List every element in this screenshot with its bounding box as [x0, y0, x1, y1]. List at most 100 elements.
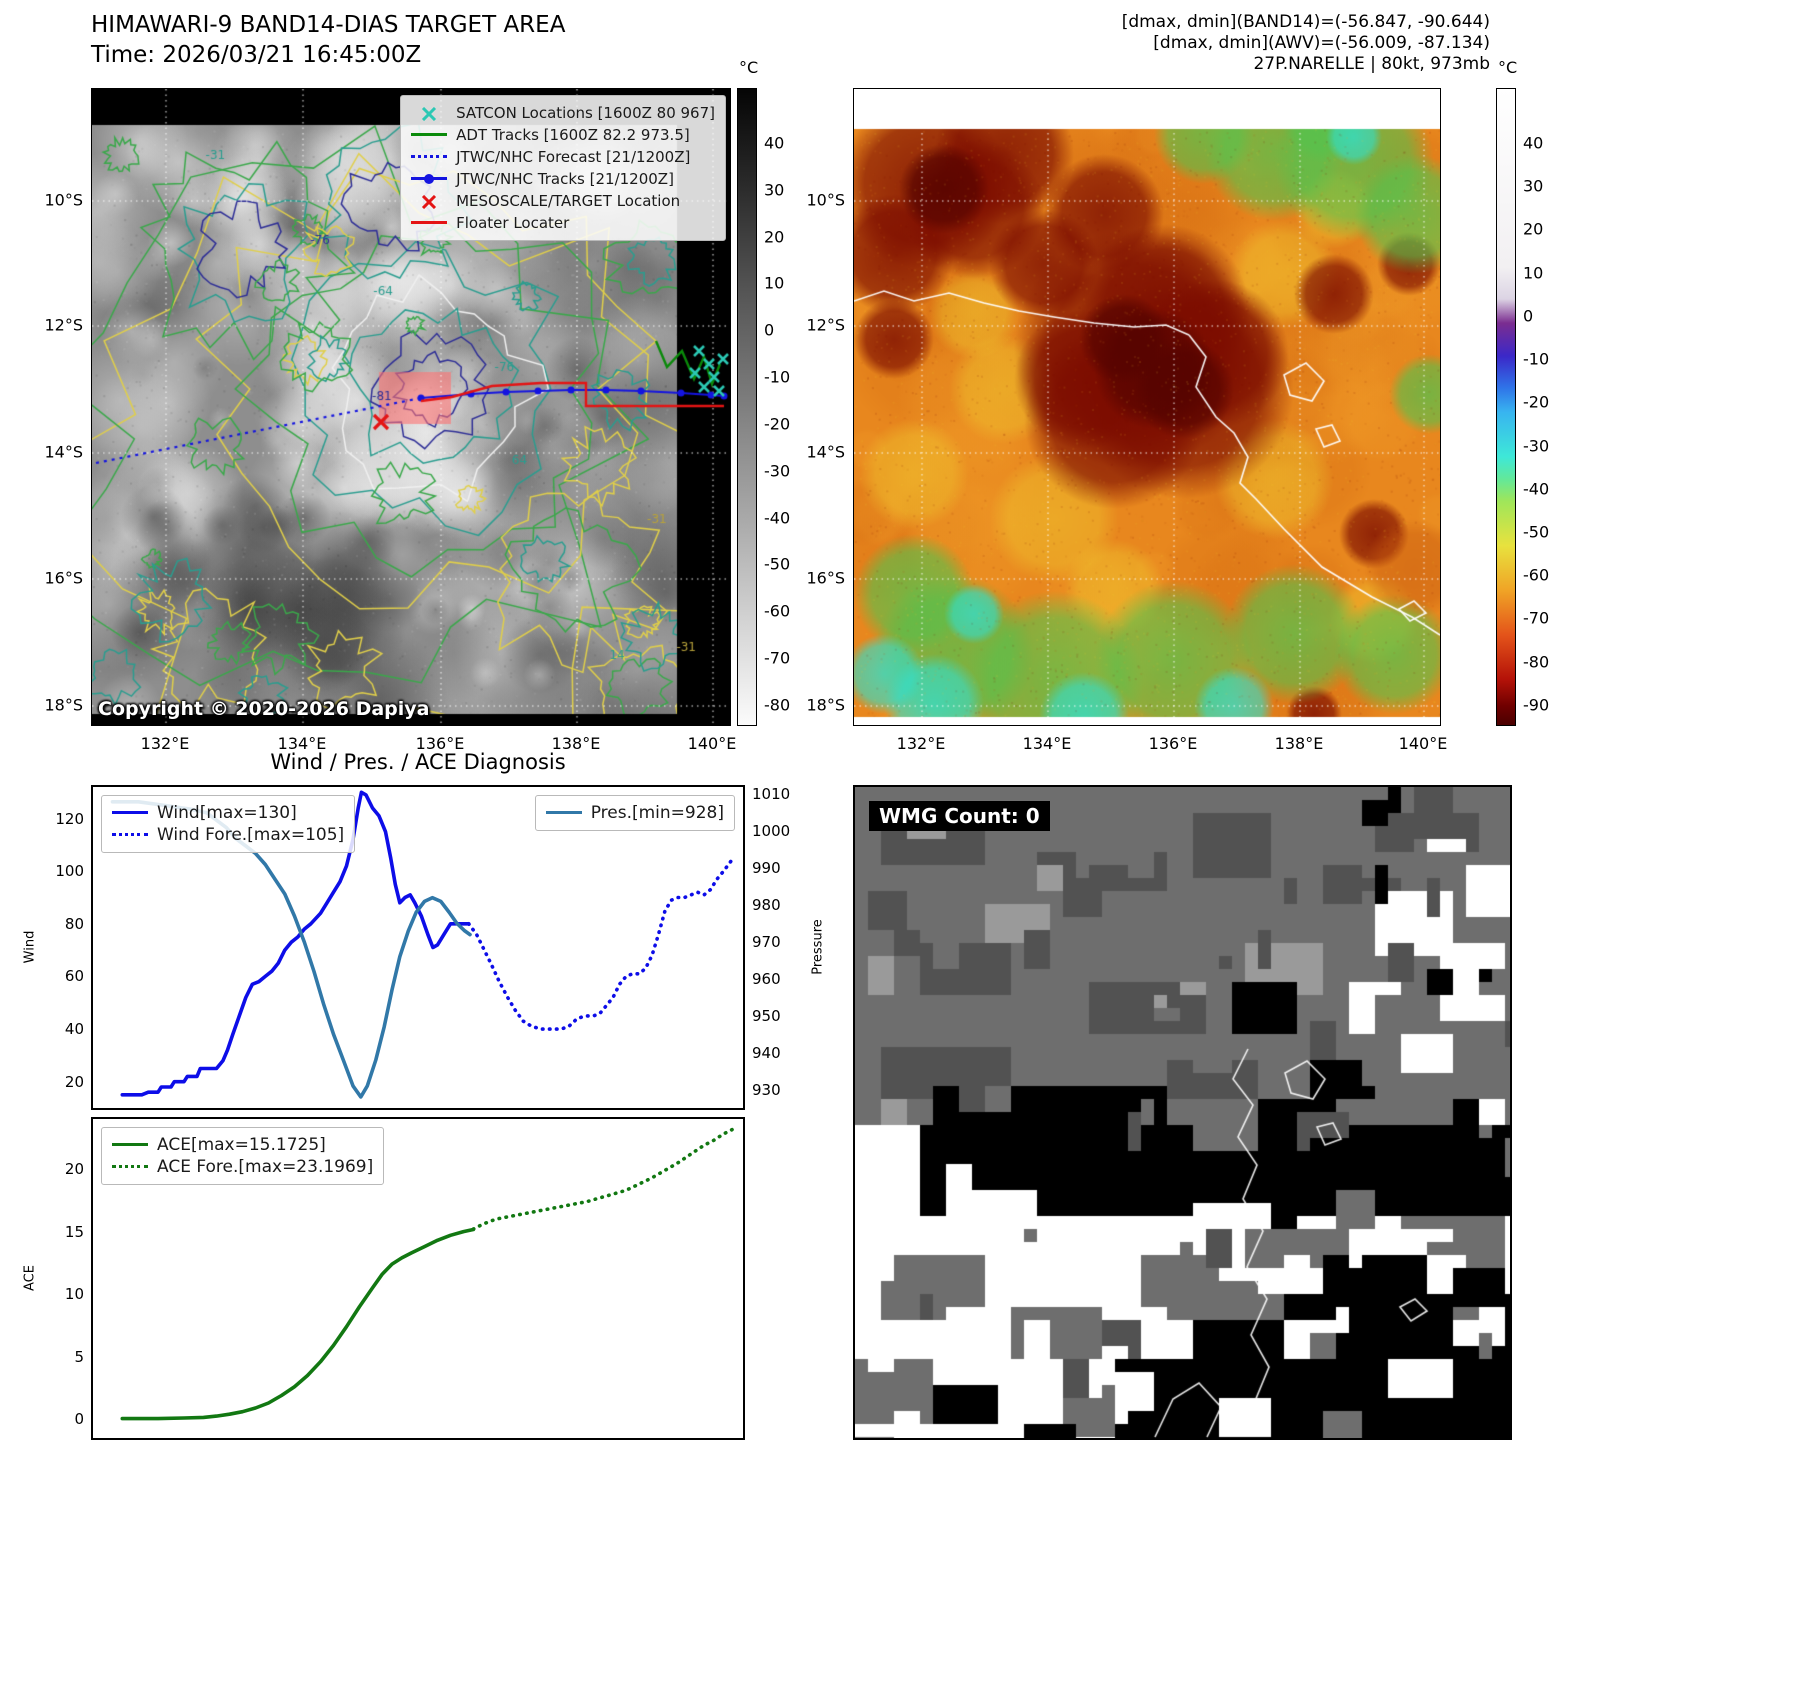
awv-colorbar-tick: -10 — [1523, 349, 1550, 369]
awv-y-tick: 14°S — [806, 442, 845, 462]
awv-colorbar-tick: 10 — [1523, 263, 1544, 283]
legend-label: ADT Tracks [1600Z 82.2 973.5] — [456, 126, 690, 144]
ace-axis-label: ACE — [22, 1265, 38, 1291]
legend-label: SATCON Locations [1600Z 80 967] — [456, 104, 715, 122]
awv-colorbar-tick: -60 — [1523, 565, 1550, 585]
awv-x-tick: 132°E — [896, 734, 946, 753]
pressure-y-tick: 980 — [752, 896, 781, 915]
solid-line-icon — [545, 806, 582, 820]
band14-colorbar-tick: 10 — [764, 273, 785, 293]
awv-map — [853, 88, 1441, 726]
legend-label: JTWC/NHC Forecast [21/1200Z] — [456, 148, 691, 166]
floater-line-icon — [411, 216, 448, 230]
series-ACE Fore.[max=23.1969] — [471, 1127, 736, 1231]
legend-entry: Pres.[min=928] — [545, 802, 724, 824]
legend-label: ACE Fore.[max=23.1969] — [157, 1157, 374, 1177]
awv-map-image — [854, 89, 1440, 725]
band14-colorbar — [737, 88, 757, 726]
band14-colorbar-tick: -20 — [764, 414, 791, 434]
awv-colorbar-tick: -50 — [1523, 522, 1550, 542]
band14-colorbar-tick: -30 — [764, 461, 791, 481]
satcon-x-icon — [411, 106, 447, 122]
legend-label: Wind Fore.[max=105] — [157, 825, 345, 845]
band14-colorbar-tick: -40 — [764, 508, 791, 527]
band14-colorbar-tick: 0 — [764, 320, 775, 340]
ace-y-tick: 15 — [64, 1222, 84, 1241]
band14-colorbar-tick: -10 — [764, 367, 791, 387]
diagnosis-title: Wind / Pres. / ACE Diagnosis — [270, 750, 566, 774]
band14-colorbar-tick: 30 — [764, 180, 785, 200]
legend-label: JTWC/NHC Tracks [21/1200Z] — [456, 170, 674, 188]
band14-colorbar-tick: -60 — [764, 601, 791, 621]
target-x-icon — [411, 194, 447, 210]
legend-entry: Wind[max=130] — [112, 802, 344, 824]
band14-x-tick: 138°E — [551, 734, 601, 753]
pressure-y-tick: 960 — [752, 969, 781, 988]
awv-colorbar-tick: -90 — [1523, 695, 1550, 715]
ace-plot — [120, 1127, 736, 1421]
awv-colorbar-tick: 0 — [1523, 306, 1534, 326]
series-ACE[max=15.1725] — [120, 1227, 476, 1421]
legend-entry: JTWC/NHC Forecast [21/1200Z] — [411, 146, 715, 168]
series-Wind Fore.[max=105] — [466, 856, 736, 1031]
wmg-count-badge: WMG Count: 0 — [869, 801, 1050, 831]
legend-entry: ACE Fore.[max=23.1969] — [112, 1156, 373, 1178]
band14-colorbar-tick: -70 — [764, 648, 791, 668]
dmax-awv-line: [dmax, dmin](AWV)=(-56.009, -87.134) — [1153, 33, 1490, 53]
dotted-line-icon — [112, 828, 148, 842]
legend-label: MESOSCALE/TARGET Location — [456, 192, 681, 210]
band14-x-tick: 134°E — [277, 734, 327, 753]
band14-map: SATCON Locations [1600Z 80 967] ADT Track… — [91, 88, 731, 726]
pressure-legend: Pres.[min=928] — [534, 795, 735, 831]
awv-y-tick: 12°S — [806, 315, 845, 335]
series-Wind[max=130] — [120, 790, 471, 1097]
ace-y-tick: 0 — [74, 1410, 84, 1429]
wind-y-tick: 60 — [64, 967, 84, 986]
wind-y-tick: 80 — [64, 914, 84, 933]
forecast-dotted-line-icon — [411, 150, 448, 164]
legend-entry: SATCON Locations [1600Z 80 967] — [411, 102, 715, 124]
band14-colorbar-tick: -50 — [764, 554, 791, 574]
awv-colorbar-tick: 30 — [1523, 176, 1544, 196]
storm-info-line: 27P.NARELLE | 80kt, 973mb — [1253, 54, 1490, 74]
band14-colorbar-tick: 20 — [764, 227, 785, 246]
legend-entry: ADT Tracks [1600Z 82.2 973.5] — [411, 124, 715, 146]
band14-y-tick: 12°S — [44, 315, 83, 335]
wmg-map-image — [855, 787, 1510, 1438]
wind-pressure-chart: Wind[max=130] Wind Fore.[max=105] Pres.[m… — [91, 785, 745, 1110]
legend-entry: Wind Fore.[max=105] — [112, 824, 344, 846]
pressure-y-tick: 990 — [752, 859, 781, 878]
band14-x-tick: 132°E — [140, 734, 190, 753]
legend-entry: JTWC/NHC Tracks [21/1200Z] — [411, 168, 715, 190]
legend-entry: ACE[max=15.1725] — [112, 1134, 373, 1156]
legend-label: ACE[max=15.1725] — [157, 1135, 326, 1155]
awv-header: [dmax, dmin](BAND14)=(-56.847, -90.644) … — [900, 12, 1490, 75]
band14-x-tick: 136°E — [415, 734, 465, 753]
wind-y-tick: 100 — [55, 862, 84, 881]
band14-colorbar-tick: 40 — [764, 133, 785, 153]
awv-y-tick: 16°S — [806, 568, 845, 588]
legend-entry: MESOSCALE/TARGET Location — [411, 190, 715, 212]
awv-colorbar-tick: -40 — [1523, 479, 1550, 499]
band14-y-tick: 14°S — [44, 442, 83, 462]
wind-axis-label: Wind — [22, 930, 38, 964]
ace-y-tick: 5 — [74, 1347, 84, 1366]
wind-y-tick: 20 — [64, 1072, 84, 1091]
band14-time: Time: 2026/03/21 16:45:00Z — [91, 42, 422, 68]
awv-colorbar-tick: -80 — [1523, 652, 1550, 672]
pressure-y-tick: 930 — [752, 1080, 781, 1099]
wmg-panel: WMG Count: 0 — [853, 785, 1512, 1440]
awv-colorbar-unit: °C — [1498, 58, 1518, 77]
solid-line-icon — [112, 806, 148, 820]
copyright: Copyright © 2020-2026 Dapiya — [98, 698, 430, 720]
adt-line-icon — [411, 128, 448, 142]
band14-y-tick: 16°S — [44, 568, 83, 588]
awv-colorbar-tick: -30 — [1523, 436, 1550, 455]
ace-legend: ACE[max=15.1725] ACE Fore.[max=23.1969] — [101, 1127, 385, 1185]
legend-label: Floater Locater — [456, 214, 570, 232]
legend-entry: Floater Locater — [411, 212, 715, 234]
awv-x-tick: 140°E — [1398, 734, 1448, 753]
wind-legend: Wind[max=130] Wind Fore.[max=105] — [101, 795, 356, 853]
pressure-y-tick: 940 — [752, 1043, 781, 1062]
